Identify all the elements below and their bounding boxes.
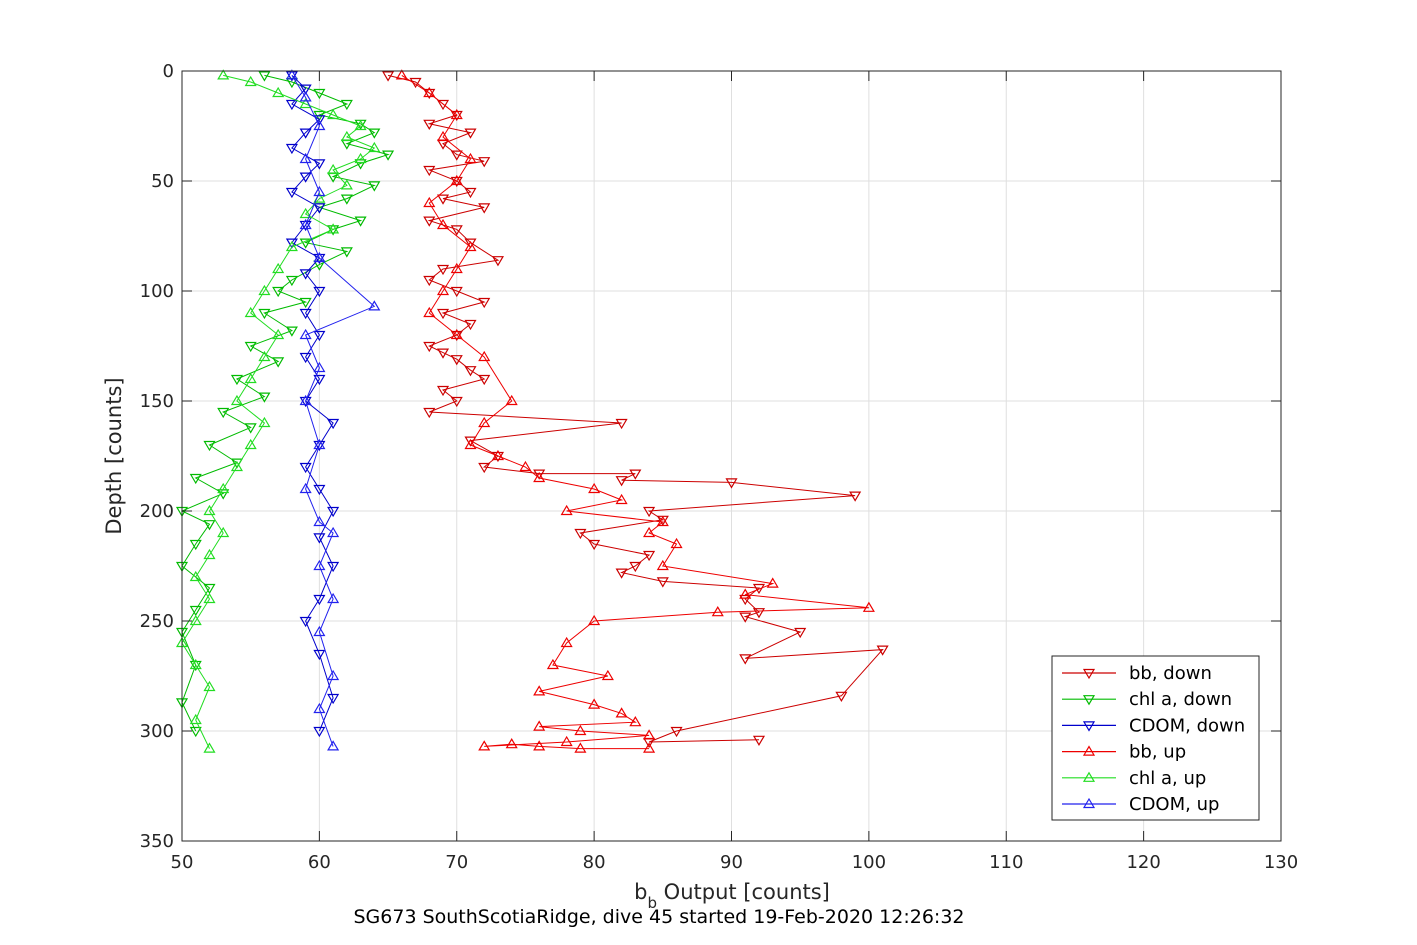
x-axis-label-main: b — [634, 880, 647, 904]
y-tick-label: 50 — [151, 171, 174, 192]
chart-subtitle: SG673 SouthScotiaRidge, dive 45 started … — [353, 906, 964, 928]
y-tick-label: 150 — [140, 391, 174, 412]
x-tick-label: 100 — [852, 852, 886, 873]
x-tick-label: 130 — [1264, 852, 1298, 873]
y-tick-label: 200 — [140, 501, 174, 522]
x-tick-label: 110 — [989, 852, 1023, 873]
chart-canvas: 50 60 70 80 90 100 110 120 130 0 50 100 150 200 250 300… — [0, 0, 1417, 945]
legend-label: bb, up — [1129, 742, 1186, 763]
x-tick-label: 70 — [445, 852, 468, 873]
y-tick-label: 100 — [140, 281, 174, 302]
legend-label: CDOM, up — [1129, 794, 1219, 815]
x-tick-label: 80 — [583, 852, 606, 873]
y-tick-label: 250 — [140, 611, 174, 632]
x-tick-label: 120 — [1126, 852, 1160, 873]
y-tick-label: 300 — [140, 721, 174, 742]
y-tick-label: 350 — [140, 831, 174, 852]
x-tick-label: 90 — [720, 852, 743, 873]
x-tick-label: 60 — [308, 852, 331, 873]
legend-label: chl a, down — [1129, 689, 1232, 710]
y-tick-label: 0 — [163, 61, 174, 82]
x-axis-label-rest: Output [counts] — [657, 880, 830, 904]
legend-label: CDOM, down — [1129, 715, 1245, 736]
legend-label: bb, down — [1129, 663, 1212, 684]
legend-label: chl a, up — [1129, 768, 1206, 789]
x-tick-label: 50 — [171, 852, 194, 873]
y-axis-label: Depth [counts] — [102, 377, 126, 534]
legend: bb, down chl a, down CDOM, down bb, up chl a… — [1052, 656, 1259, 820]
